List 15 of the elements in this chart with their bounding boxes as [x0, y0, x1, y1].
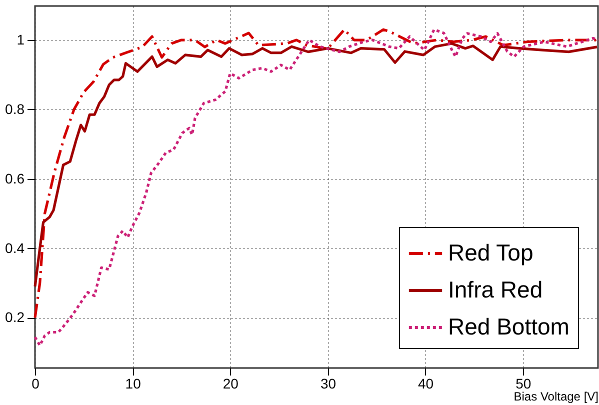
- y-tick-label: 0.4: [5, 240, 25, 256]
- legend-label: Infra Red: [448, 276, 543, 302]
- x-tick-label: 0: [32, 376, 40, 392]
- x-tick-label: 40: [418, 376, 434, 392]
- legend-label: Red Top: [448, 240, 534, 266]
- legend-label: Red Bottom: [448, 314, 570, 340]
- y-tick-label: 0.8: [5, 100, 25, 117]
- y-tick-label: 0.2: [5, 309, 25, 326]
- x-tick-label: 50: [516, 376, 532, 392]
- x-axis-title: Bias Voltage [V]: [514, 390, 598, 404]
- x-tick-label: 20: [222, 376, 239, 392]
- x-tick-label: 30: [320, 376, 336, 392]
- y-tick-label: 0.6: [5, 170, 25, 186]
- x-tick-label: 10: [125, 376, 142, 392]
- y-tick-label: 1: [16, 32, 25, 48]
